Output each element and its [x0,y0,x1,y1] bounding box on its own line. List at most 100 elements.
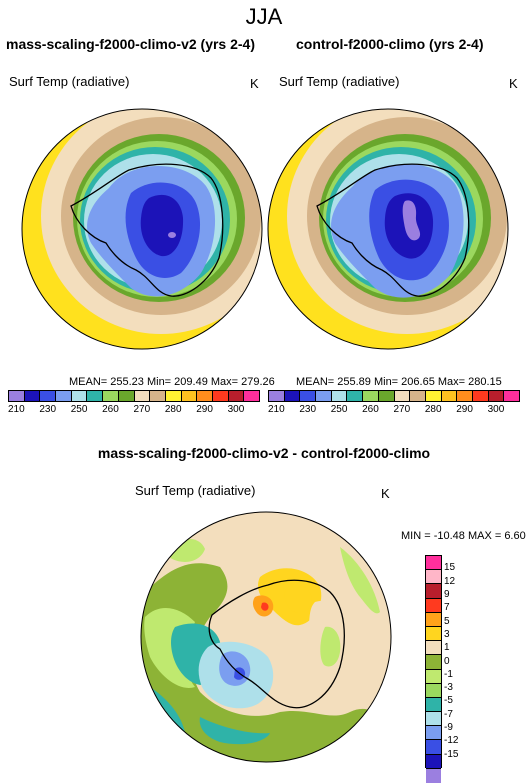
colorbar-tick-label: 9 [444,588,450,600]
colorbar-swatch [284,391,301,401]
diff-colorbar [425,555,442,783]
left-panel-title: mass-scaling-f2000-climo-v2 (yrs 2-4) [6,36,255,52]
colorbar-tick-label: 1 [444,642,450,654]
colorbar-swatch [425,391,442,401]
colorbar-tick-label: 300 [487,404,505,415]
colorbar-swatch [9,391,25,401]
colorbar-swatch [244,391,259,401]
colorbar-swatch [426,669,441,684]
colorbar-tick-label: -3 [444,682,453,694]
right-stats: MEAN= 255.89 Min= 206.65 Max= 280.15 [296,376,502,388]
colorbar-tick-label: 12 [444,575,456,587]
colorbar-tick-label: -15 [444,748,459,760]
colorbar-swatch [426,754,441,769]
colorbar-swatch [457,391,473,401]
colorbar-swatch [56,391,72,401]
colorbar-tick-label: 3 [444,628,450,640]
colorbar-tick-label: -5 [444,695,453,707]
colorbar-swatch [504,391,519,401]
left-stats: MEAN= 255.23 Min= 209.49 Max= 279.26 [69,376,275,388]
colorbar-swatch [378,391,395,401]
colorbar-tick-label: 230 [39,404,57,415]
colorbar-swatch [363,391,379,401]
colorbar-tick-label: 250 [70,404,88,415]
colorbar-swatch [426,570,441,585]
colorbar-swatch [103,391,119,401]
season-title: JJA [245,4,283,29]
colorbar-tick-label [55,404,71,415]
colorbar-swatch [426,612,441,627]
colorbar-swatch [347,391,364,401]
colorbar-tick-label: -12 [444,735,459,747]
diff-panel-title: mass-scaling-f2000-climo-v2 - control-f2… [97,445,431,461]
colorbar-tick-label [503,404,519,415]
colorbar-swatch [426,626,441,642]
colorbar-tick-label [472,404,488,415]
difference-polar-map [140,511,392,763]
colorbar-swatch [228,391,245,401]
colorbar-swatch [426,683,441,698]
colorbar-swatch [134,391,151,401]
colorbar-tick-label: 15 [444,562,456,574]
colorbar-swatch [165,391,182,401]
colorbar-tick-label: 260 [362,404,379,415]
colorbar-swatch [426,641,441,656]
left-variable-label: Surf Temp (radiative) [9,74,130,89]
colorbar-swatch [300,391,317,401]
colorbar-tick-label [181,404,197,415]
colorbar-swatch [426,598,441,613]
colorbar-tick-label: 7 [444,602,450,614]
right-polar-map [267,108,509,350]
colorbar-swatch [331,391,348,401]
right-panel-title: control-f2000-climo (yrs 2-4) [296,36,484,52]
colorbar-tick-label: 210 [8,404,25,415]
colorbar-swatch [87,391,104,401]
diff-stats: MIN = -10.48 MAX = 6.60 [401,530,526,542]
colorbar-swatch [212,391,229,401]
colorbar-swatch [269,391,285,401]
left-unit-label: K [250,76,259,91]
diff-unit-label: K [381,486,390,501]
colorbar-tick-label [441,404,457,415]
colorbar-tick-label: 280 [424,404,442,415]
colorbar-tick-label: -9 [444,722,453,734]
colorbar-tick-label: 210 [268,404,285,415]
colorbar-tick-label [118,404,134,415]
colorbar-swatch [472,391,489,401]
left-polar-map [21,108,263,350]
colorbar-tick-label [149,404,165,415]
colorbar-swatch [118,391,135,401]
diff-variable-label: Surf Temp (radiative) [135,483,256,498]
colorbar-swatch [394,391,411,401]
colorbar-swatch [426,584,441,599]
colorbar-swatch [426,726,441,741]
colorbar-swatch [426,740,441,755]
colorbar-tick-label: 290 [456,404,473,415]
colorbar-tick-label [243,404,259,415]
colorbar-tick-label [86,404,102,415]
colorbar-tick-label: 5 [444,615,450,627]
colorbar-tick-label [284,404,300,415]
colorbar-tick-label: 0 [444,655,450,667]
colorbar-tick-label [315,404,331,415]
colorbar-swatch [24,391,41,401]
colorbar-tick-label [409,404,425,415]
colorbar-swatch [71,391,88,401]
colorbar-tick-label: 300 [227,404,245,415]
colorbar-swatch [181,391,198,401]
right-variable-label: Surf Temp (radiative) [279,74,400,89]
colorbar-tick-label: 280 [164,404,182,415]
colorbar-tick-label: 250 [330,404,348,415]
colorbar-swatch [40,391,57,401]
right-unit-label: K [509,76,518,91]
colorbar-tick-label [24,404,40,415]
colorbar-swatch [150,391,166,401]
colorbar-tick-label [346,404,362,415]
colorbar-swatch [426,556,441,571]
colorbar-tick-label [378,404,394,415]
colorbar-swatch [426,697,441,713]
colorbar-swatch [410,391,426,401]
colorbar-swatch [441,391,458,401]
colorbar-swatch [426,712,441,727]
colorbar-tick-label [212,404,228,415]
